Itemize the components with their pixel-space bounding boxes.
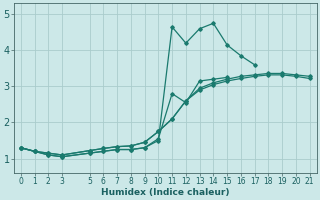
X-axis label: Humidex (Indice chaleur): Humidex (Indice chaleur)	[101, 188, 229, 197]
